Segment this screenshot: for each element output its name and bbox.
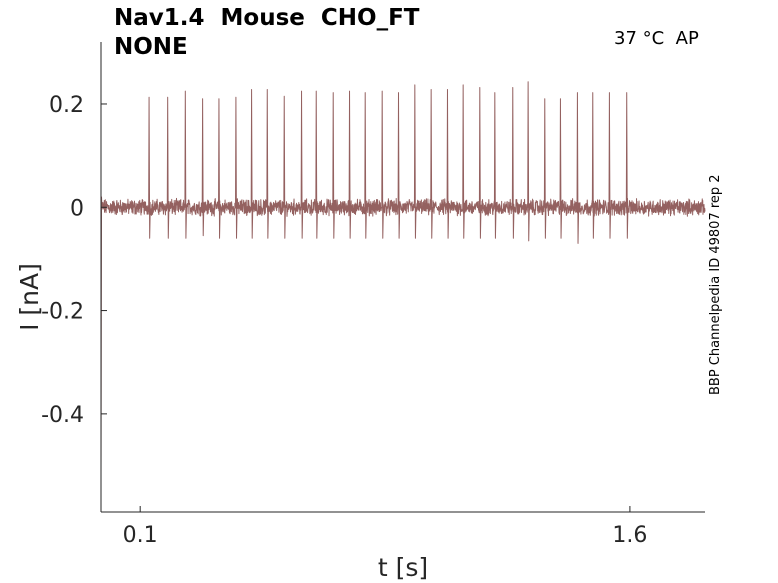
x-axis-label: t [s] xyxy=(378,553,428,582)
x-tick-label: 1.6 xyxy=(612,523,647,548)
y-axis-label: I [nA] xyxy=(15,263,44,331)
y-tick-label: -0.4 xyxy=(41,403,84,428)
chart-subtitle: NONE xyxy=(114,34,188,60)
y-tick-label: 0 xyxy=(70,196,84,221)
y-tick-label: 0.2 xyxy=(49,93,84,118)
axes xyxy=(100,42,705,513)
source-id-label: BBP Channelpedia ID 49807 rep 2 xyxy=(708,174,723,395)
chart-title: Nav1.4 Mouse CHO_FT xyxy=(114,5,420,31)
x-ticks: 0.1 1.6 xyxy=(123,506,647,548)
current-trace-line xyxy=(100,81,706,476)
y-ticks: -0.4 -0.2 0 0.2 xyxy=(41,93,107,428)
y-tick-label: -0.2 xyxy=(41,300,84,325)
x-tick-label: 0.1 xyxy=(123,523,158,548)
current-trace xyxy=(100,81,706,476)
temperature-protocol-label: 37 °C AP xyxy=(614,28,699,49)
